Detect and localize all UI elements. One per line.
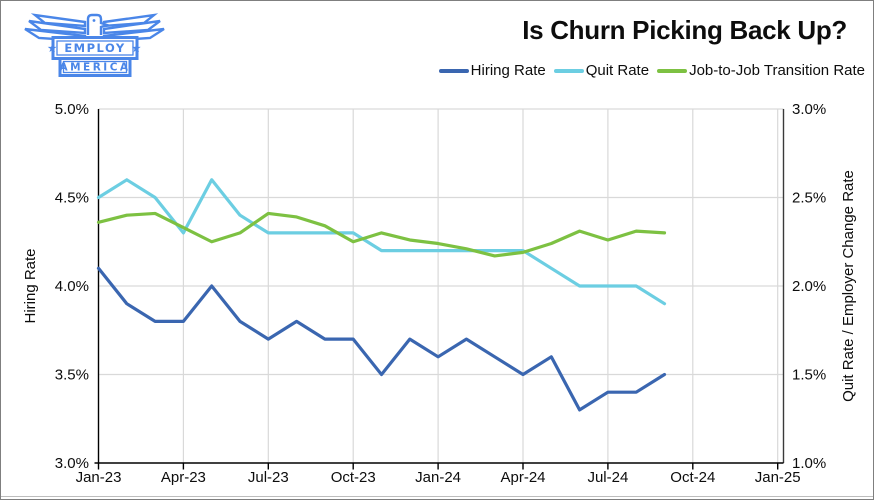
y-tick-label-left: 3.0% [55, 455, 89, 472]
y-tick-label-right: 1.5% [792, 367, 826, 384]
x-tick-label: Jan-25 [755, 469, 801, 486]
x-tick-label: Jul-24 [587, 469, 628, 486]
x-tick-label: Jan-23 [76, 469, 122, 486]
x-tick-label: Oct-23 [331, 469, 376, 486]
series-line-hiring-rate [96, 266, 667, 412]
series-line-quit-rate [96, 178, 667, 306]
series-line-job-to-job-transition-rate [96, 211, 667, 258]
y-tick-label-left: 4.5% [55, 190, 89, 207]
y-tick-label-right: 1.0% [792, 455, 826, 472]
y-tick-label-left: 4.0% [55, 278, 89, 295]
y-tick-label-left: 5.0% [55, 101, 89, 118]
logo-banner-text-employ: ★ EMPLOY ★ [47, 41, 143, 55]
y-tick-label-right: 2.0% [792, 278, 826, 295]
legend-line-swatch-hiring-rate [438, 68, 469, 73]
legend-label: Job-to-Job Transition Rate [689, 62, 865, 79]
legend-label: Quit Rate [585, 62, 650, 79]
chart-legend: Hiring Rate Quit Rate Job-to-Job Transit… [438, 62, 865, 79]
y-tick-label-right: 2.5% [792, 190, 826, 207]
legend-item-quit-rate: Quit Rate [553, 62, 650, 79]
eagle-eye-icon [92, 19, 96, 22]
y-tick-label-left: 3.5% [55, 367, 89, 384]
chart-title: Is Churn Picking Back Up? [522, 15, 847, 45]
legend-item-hiring-rate: Hiring Rate [438, 62, 546, 79]
employ-america-logo: ★ EMPLOY ★ AMERICA [24, 13, 165, 77]
logo-banners: ★ EMPLOY ★ AMERICA [47, 36, 143, 77]
window-bottom-edge [1, 496, 873, 497]
y-tick-label-right: 3.0% [792, 101, 826, 118]
legend-line-swatch-job-to-job [657, 68, 688, 73]
logo-banner-text-america: AMERICA [59, 62, 130, 74]
x-tick-label: Jul-23 [248, 469, 289, 486]
x-tick-label: Jan-24 [415, 469, 461, 486]
legend-item-job-to-job: Job-to-Job Transition Rate [657, 62, 865, 79]
x-tick-label: Oct-24 [670, 469, 715, 486]
x-tick-label: Apr-23 [161, 469, 206, 486]
x-tick-label: Apr-24 [500, 469, 545, 486]
legend-label: Hiring Rate [470, 62, 546, 79]
legend-line-swatch-quit-rate [553, 68, 584, 73]
